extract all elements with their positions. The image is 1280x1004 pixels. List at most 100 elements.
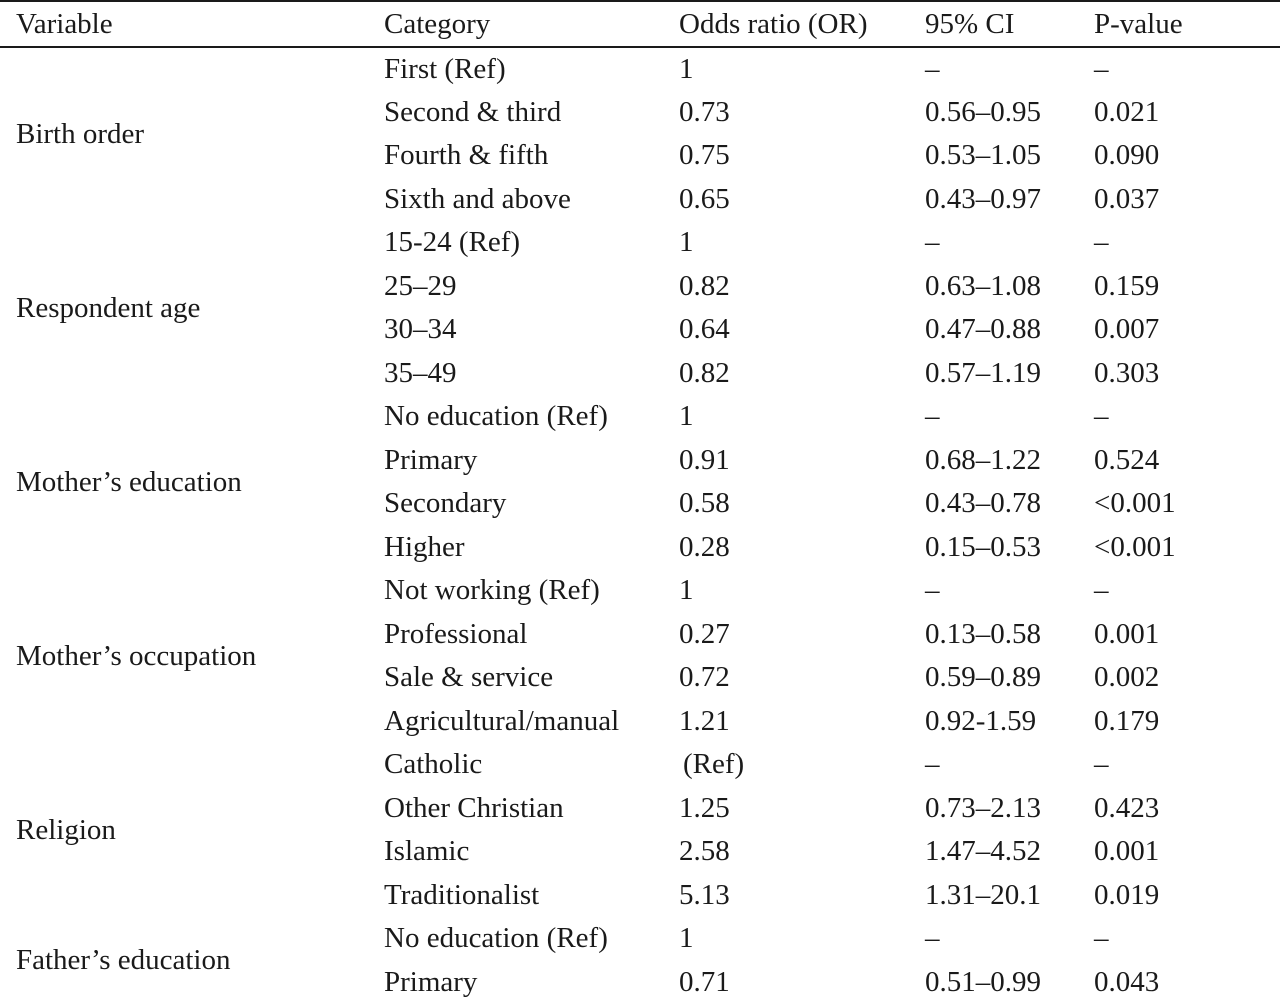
category-cell: 30–34 <box>384 308 679 352</box>
category-cell: Primary <box>384 961 679 1004</box>
ci-cell: 0.68–1.22 <box>925 439 1094 483</box>
odds-ratio-cell: 0.64 <box>679 308 925 352</box>
p-value-cell: – <box>1094 395 1280 439</box>
category-cell: Sale & service <box>384 656 679 700</box>
odds-ratio-cell: 1 <box>679 221 925 265</box>
category-cell: Catholic <box>384 743 679 787</box>
odds-ratio-cell: 0.65 <box>679 178 925 222</box>
category-cell: Secondary <box>384 482 679 526</box>
odds-ratio-cell: 0.82 <box>679 265 925 309</box>
category-cell: 35–49 <box>384 352 679 396</box>
ci-cell: – <box>925 917 1094 961</box>
p-value-cell: 0.007 <box>1094 308 1280 352</box>
ci-cell: 0.56–0.95 <box>925 91 1094 135</box>
odds-ratio-cell: 1 <box>679 569 925 613</box>
header-odds-ratio: Odds ratio (OR) <box>679 1 925 47</box>
variable-cell: Religion <box>0 743 384 917</box>
odds-ratio-cell: 1 <box>679 47 925 91</box>
variable-cell: Mother’s occupation <box>0 569 384 743</box>
odds-ratio-cell: 0.82 <box>679 352 925 396</box>
ci-cell: 0.13–0.58 <box>925 613 1094 657</box>
p-value-cell: 0.019 <box>1094 874 1280 918</box>
ci-cell: 0.57–1.19 <box>925 352 1094 396</box>
odds-ratio-cell: 0.58 <box>679 482 925 526</box>
p-value-cell: 0.043 <box>1094 961 1280 1004</box>
p-value-cell: – <box>1094 47 1280 91</box>
header-variable: Variable <box>0 1 384 47</box>
odds-ratio-cell: 1 <box>679 917 925 961</box>
p-value-cell: 0.179 <box>1094 700 1280 744</box>
odds-ratio-cell: 1 <box>679 395 925 439</box>
category-cell: 15-24 (Ref) <box>384 221 679 265</box>
ci-cell: – <box>925 47 1094 91</box>
p-value-cell: 0.090 <box>1094 134 1280 178</box>
p-value-cell: – <box>1094 569 1280 613</box>
header-p-value: P-value <box>1094 1 1280 47</box>
p-value-cell: 0.037 <box>1094 178 1280 222</box>
p-value-cell: 0.159 <box>1094 265 1280 309</box>
category-cell: Other Christian <box>384 787 679 831</box>
odds-ratio-cell: 5.13 <box>679 874 925 918</box>
p-value-cell: <0.001 <box>1094 482 1280 526</box>
odds-ratio-cell: 0.91 <box>679 439 925 483</box>
ci-cell: – <box>925 743 1094 787</box>
ci-cell: – <box>925 569 1094 613</box>
ci-cell: 0.43–0.78 <box>925 482 1094 526</box>
ci-cell: 0.51–0.99 <box>925 961 1094 1004</box>
header-row: Variable Category Odds ratio (OR) 95% CI… <box>0 1 1280 47</box>
p-value-cell: <0.001 <box>1094 526 1280 570</box>
odds-ratio-cell: 2.58 <box>679 830 925 874</box>
category-cell: Sixth and above <box>384 178 679 222</box>
category-cell: Agricultural/manual <box>384 700 679 744</box>
ci-cell: – <box>925 221 1094 265</box>
ci-cell: 0.53–1.05 <box>925 134 1094 178</box>
variable-cell: Mother’s education <box>0 395 384 569</box>
variable-cell: Respondent age <box>0 221 384 395</box>
category-cell: Islamic <box>384 830 679 874</box>
p-value-cell: 0.423 <box>1094 787 1280 831</box>
ci-cell: 0.63–1.08 <box>925 265 1094 309</box>
category-cell: No education (Ref) <box>384 395 679 439</box>
category-cell: No education (Ref) <box>384 917 679 961</box>
ci-cell: – <box>925 395 1094 439</box>
p-value-cell: – <box>1094 743 1280 787</box>
ci-cell: 0.47–0.88 <box>925 308 1094 352</box>
ci-cell: 0.92-1.59 <box>925 700 1094 744</box>
category-cell: Fourth & fifth <box>384 134 679 178</box>
header-ci: 95% CI <box>925 1 1094 47</box>
category-cell: 25–29 <box>384 265 679 309</box>
p-value-cell: 0.524 <box>1094 439 1280 483</box>
p-value-cell: 0.001 <box>1094 830 1280 874</box>
table-header: Variable Category Odds ratio (OR) 95% CI… <box>0 1 1280 47</box>
p-value-cell: 0.303 <box>1094 352 1280 396</box>
ci-cell: 0.15–0.53 <box>925 526 1094 570</box>
p-value-cell: 0.021 <box>1094 91 1280 135</box>
category-cell: First (Ref) <box>384 47 679 91</box>
ci-cell: 0.43–0.97 <box>925 178 1094 222</box>
odds-ratio-cell: 0.72 <box>679 656 925 700</box>
category-cell: Second & third <box>384 91 679 135</box>
odds-ratio-cell: 0.28 <box>679 526 925 570</box>
p-value-cell: 0.001 <box>1094 613 1280 657</box>
odds-ratio-cell: 0.75 <box>679 134 925 178</box>
category-cell: Traditionalist <box>384 874 679 918</box>
p-value-cell: 0.002 <box>1094 656 1280 700</box>
category-cell: Professional <box>384 613 679 657</box>
odds-ratio-cell: 1.21 <box>679 700 925 744</box>
ci-cell: 0.59–0.89 <box>925 656 1094 700</box>
ci-cell: 1.31–20.1 <box>925 874 1094 918</box>
odds-ratio-cell: 0.73 <box>679 91 925 135</box>
odds-ratio-cell: 1.25 <box>679 787 925 831</box>
header-category: Category <box>384 1 679 47</box>
variable-cell: Father’s education <box>0 917 384 1004</box>
ci-cell: 0.73–2.13 <box>925 787 1094 831</box>
